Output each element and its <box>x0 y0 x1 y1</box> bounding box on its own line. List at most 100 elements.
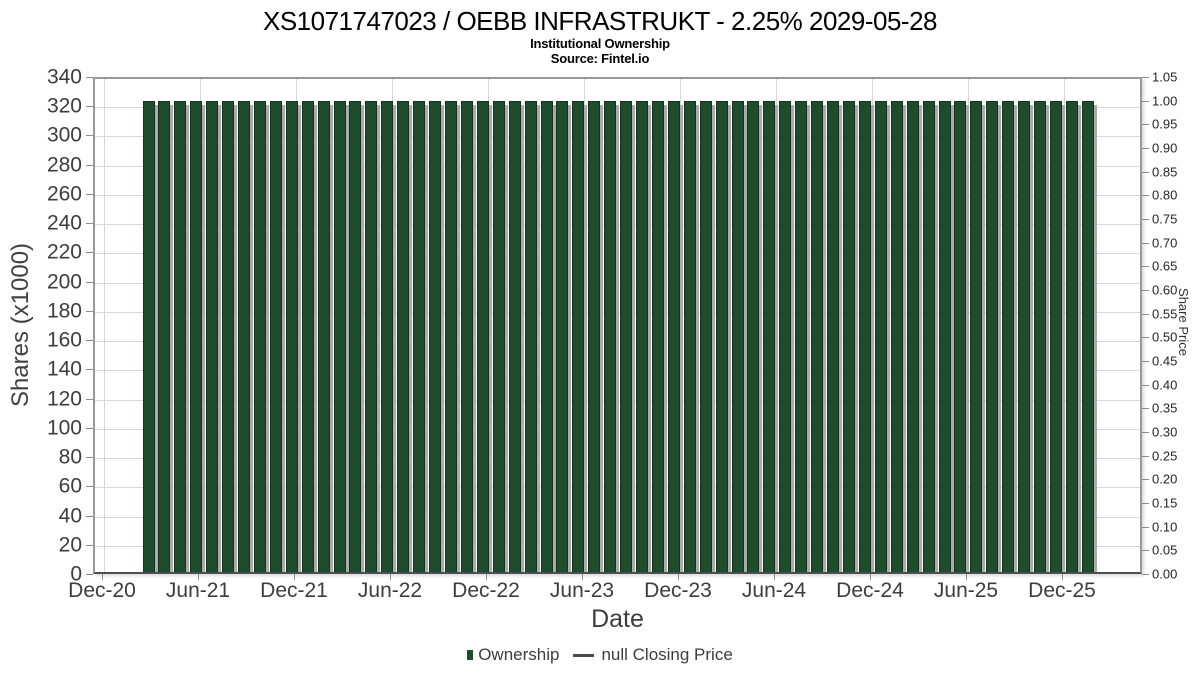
y-right-tick-mark <box>1142 77 1149 78</box>
ownership-bar <box>970 100 983 572</box>
y-right-tick-mark <box>1142 337 1149 339</box>
x-tick-mark <box>390 574 391 580</box>
ownership-bar <box>397 100 410 572</box>
ownership-bar <box>842 100 855 572</box>
ownership-bar <box>460 100 473 572</box>
x-tick-label: Jun-23 <box>549 579 615 602</box>
x-tick-label: Dec-22 <box>452 579 520 602</box>
y-left-tick-label: 240 <box>46 211 82 235</box>
plot-area <box>93 77 1142 574</box>
x-axis-title: Date <box>591 605 644 633</box>
ownership-bar <box>142 100 155 572</box>
gridline-h <box>95 370 1140 372</box>
ownership-bar <box>795 100 808 572</box>
y-right-tick-label: 0.70 <box>1152 235 1178 251</box>
gridline-h <box>95 399 1140 401</box>
ownership-bar <box>906 100 919 572</box>
ownership-bar <box>874 100 887 572</box>
y-left-tick-mark <box>86 164 93 166</box>
ownership-bar <box>620 100 633 572</box>
ownership-bar <box>1065 100 1078 572</box>
ownership-bar <box>827 100 840 572</box>
x-tick-mark <box>198 574 199 580</box>
ownership-bar <box>253 100 266 572</box>
x-tick-mark <box>486 574 487 580</box>
y-left-tick-mark <box>86 310 93 312</box>
y-left-tick-mark <box>86 427 93 429</box>
x-tick-mark <box>870 574 871 580</box>
x-tick-label: Jun-21 <box>165 579 231 602</box>
ownership-bar <box>285 100 298 572</box>
x-tick-label: Dec-23 <box>644 579 712 602</box>
chart-title: XS1071747023 / OEBB INFRASTRUKT - 2.25% … <box>262 6 938 36</box>
gridline-v <box>1064 79 1065 572</box>
chart-subtitle: Institutional Ownership <box>530 36 670 51</box>
gridline-h <box>95 458 1140 460</box>
y-right-tick-label: 0.80 <box>1152 187 1178 203</box>
ownership-bar <box>429 100 442 572</box>
y-left-tick-mark <box>86 398 93 400</box>
y-left-tick-label: 0 <box>70 562 82 586</box>
x-tick-label: Dec-24 <box>836 579 904 602</box>
y-right-tick-mark <box>1142 408 1149 410</box>
y-right-tick-label: 0.10 <box>1152 519 1178 535</box>
ownership-bar <box>588 100 601 572</box>
y-right-tick-label: 0.35 <box>1152 400 1178 416</box>
y-right-tick-label: 1.05 <box>1152 69 1178 85</box>
y-axis-left-title: Shares (x1000) <box>7 242 34 408</box>
ownership-bar <box>317 100 330 572</box>
ownership-bar <box>444 100 457 572</box>
y-left-tick-label: 200 <box>46 270 82 294</box>
ownership-bar <box>763 100 776 572</box>
y-right-tick-label: 0.25 <box>1152 448 1178 464</box>
x-tick-label: Dec-25 <box>1028 579 1096 602</box>
x-tick-mark <box>966 574 967 580</box>
x-tick-mark <box>294 574 295 580</box>
ownership-bar <box>986 100 999 572</box>
gridline-h <box>95 311 1140 313</box>
y-right-tick-mark <box>1142 100 1149 102</box>
ownership-bar <box>779 100 792 572</box>
y-left-tick-mark <box>86 135 93 137</box>
y-left-tick-mark <box>86 457 93 459</box>
y-right-tick-mark <box>1142 171 1149 173</box>
legend: Ownership null Closing Price <box>0 645 1200 665</box>
gridline-v <box>584 79 585 572</box>
y-left-tick-label: 340 <box>46 65 82 89</box>
ownership-bar <box>715 100 728 572</box>
ownership-bar <box>1081 100 1094 572</box>
ownership-bar <box>604 100 617 572</box>
y-right-tick-mark <box>1142 313 1149 315</box>
gridline-h <box>95 78 1140 79</box>
y-left-tick-label: 80 <box>58 445 82 469</box>
ownership-bar <box>540 100 553 572</box>
y-right-tick-mark <box>1142 384 1149 386</box>
ownership-bar <box>269 100 282 572</box>
ownership-bar <box>190 100 203 572</box>
y-left-tick-label: 20 <box>58 533 82 557</box>
y-right-tick-label: 1.00 <box>1152 93 1178 109</box>
gridline-v <box>776 79 777 572</box>
ownership-bar <box>365 100 378 572</box>
ownership-bar <box>1034 100 1047 572</box>
x-tick-mark <box>774 574 775 580</box>
legend-label-closing-price: null Closing Price <box>601 645 733 664</box>
gridline-h <box>95 516 1140 518</box>
y-left-tick-mark <box>86 340 93 342</box>
y-left-tick-mark <box>86 544 93 546</box>
y-right-tick-mark <box>1142 290 1149 291</box>
y-left-tick-label: 160 <box>46 328 82 352</box>
gridline-v <box>104 79 105 572</box>
y-right-tick-label: 0.55 <box>1152 306 1178 322</box>
x-tick-label: Jun-22 <box>357 579 423 602</box>
gridline-h <box>95 253 1140 255</box>
y-right-tick-label: 0.30 <box>1152 424 1178 440</box>
gridline-v <box>680 79 681 572</box>
y-left-tick-label: 280 <box>46 153 82 177</box>
y-left-tick-label: 320 <box>46 94 82 118</box>
legend-label-ownership: Ownership <box>478 645 560 664</box>
y-right-tick-mark <box>1142 195 1149 197</box>
y-right-tick-label: 0.65 <box>1152 258 1178 274</box>
ownership-bar <box>667 100 680 572</box>
